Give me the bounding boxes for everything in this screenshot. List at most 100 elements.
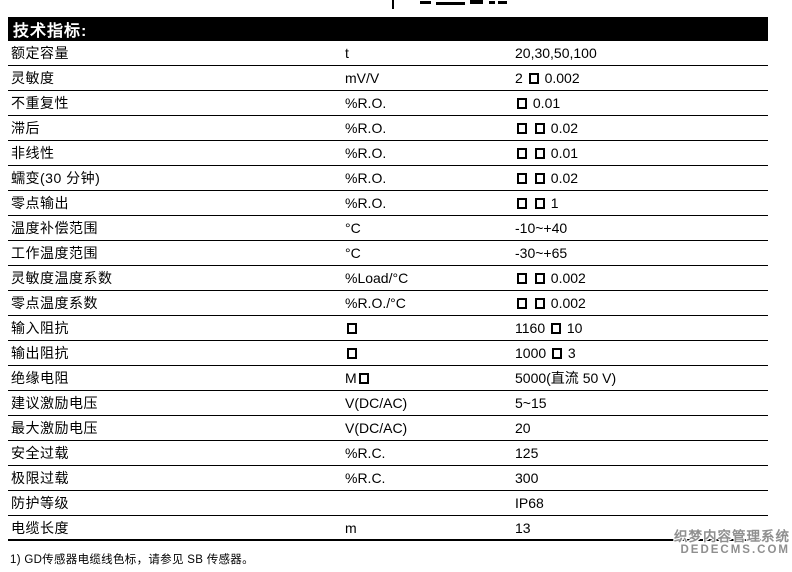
table-row: 零点输出 %R.O. 1 xyxy=(8,191,768,216)
missing-glyph-square xyxy=(517,298,527,309)
spec-label: 输出阻抗 xyxy=(11,345,69,361)
spec-value: IP68 xyxy=(515,495,544,511)
spec-unit: mV/V xyxy=(345,70,380,86)
table-row: 不重复性 %R.O. 0.01 xyxy=(8,91,768,116)
spec-value: -10~+40 xyxy=(515,220,568,236)
cropped-text-mark xyxy=(498,1,507,4)
spec-value: 0.002 xyxy=(515,296,768,310)
cropped-text-fragment xyxy=(0,0,792,10)
spec-unit: %R.O. xyxy=(345,170,387,186)
spec-unit: t xyxy=(345,45,349,61)
section-header: 技术指标: xyxy=(8,17,768,41)
spec-value: 125 xyxy=(515,445,539,461)
spec-label: 输入阻抗 xyxy=(11,320,69,336)
spec-unit: %Load/°C xyxy=(345,270,409,286)
spec-unit: °C xyxy=(345,245,361,261)
table-row: 电缆长度 m 13 xyxy=(8,516,768,541)
cropped-divider-line xyxy=(392,0,394,9)
spec-value: 20 xyxy=(515,420,531,436)
spec-unit: %R.O. xyxy=(345,95,387,111)
table-row: 极限过载 %R.C. 300 xyxy=(8,466,768,491)
missing-glyph-square xyxy=(517,173,527,184)
spec-value: -30~+65 xyxy=(515,245,568,261)
spec-value: 1160 10 xyxy=(515,320,583,336)
spec-unit: V(DC/AC) xyxy=(345,395,408,411)
spec-label: 绝缘电阻 xyxy=(11,370,69,386)
table-row: 输入阻抗 1160 10 xyxy=(8,316,768,341)
table-row: 建议激励电压 V(DC/AC) 5~15 xyxy=(8,391,768,416)
missing-glyph-square xyxy=(347,323,357,334)
cropped-text-mark xyxy=(489,1,495,4)
missing-glyph-square xyxy=(534,298,545,309)
missing-glyph-square xyxy=(358,373,369,384)
spec-label: 电缆长度 xyxy=(11,519,69,536)
spec-unit xyxy=(345,346,515,360)
spec-value: 0.02 xyxy=(515,171,768,185)
spec-unit: %R.O. xyxy=(345,120,387,136)
spec-value: 13 xyxy=(515,519,531,536)
section-title: 技术指标: xyxy=(13,23,88,40)
table-row: 防护等级 IP68 xyxy=(8,491,768,516)
table-row: 额定容量 t 20,30,50,100 xyxy=(8,41,768,66)
spec-value: 1000 3 xyxy=(515,345,576,361)
spec-unit: V(DC/AC) xyxy=(345,420,408,436)
table-row: 安全过载 %R.C. 125 xyxy=(8,441,768,466)
spec-unit: °C xyxy=(345,220,361,236)
spec-unit: %R.C. xyxy=(345,445,386,461)
spec-value: 2 0.002 xyxy=(515,70,580,86)
spec-label: 最大激励电压 xyxy=(11,420,98,436)
table-row: 工作温度范围 °C -30~+65 xyxy=(8,241,768,266)
spec-label: 灵敏度 xyxy=(11,70,55,86)
spec-unit: m xyxy=(345,519,357,536)
spec-label: 滞后 xyxy=(11,120,40,136)
missing-glyph-square xyxy=(552,348,563,359)
table-row: 蠕变(30 分钟) %R.O. 0.02 xyxy=(8,166,768,191)
spec-unit: %R.C. xyxy=(345,470,386,486)
missing-glyph-square xyxy=(517,123,527,134)
spec-label: 不重复性 xyxy=(11,95,69,111)
table-row: 绝缘电阻 M 5000(直流 50 V) xyxy=(8,366,768,391)
spec-unit: %R.O. xyxy=(345,195,387,211)
spec-unit: %R.O./°C xyxy=(345,295,406,311)
table-row: 零点温度系数 %R.O./°C 0.002 xyxy=(8,291,768,316)
spec-label: 灵敏度温度系数 xyxy=(11,270,113,286)
table-row: 输出阻抗 1000 3 xyxy=(8,341,768,366)
spec-label: 防护等级 xyxy=(11,495,69,511)
spec-value: 300 xyxy=(515,470,539,486)
missing-glyph-square xyxy=(534,173,545,184)
spec-label: 建议激励电压 xyxy=(11,395,98,411)
missing-glyph-square xyxy=(534,123,545,134)
table-row: 滞后 %R.O. 0.02 xyxy=(8,116,768,141)
table-row: 温度补偿范围 °C -10~+40 xyxy=(8,216,768,241)
missing-glyph-square xyxy=(534,273,545,284)
table-row: 非线性 %R.O. 0.01 xyxy=(8,141,768,166)
spec-label: 极限过载 xyxy=(11,470,69,486)
spec-label: 工作温度范围 xyxy=(11,245,98,261)
spec-label: 温度补偿范围 xyxy=(11,220,98,236)
missing-glyph-square xyxy=(534,148,545,159)
spec-value: 5~15 xyxy=(515,395,547,411)
footnote: 1) GD传感器电缆线色标，请参见 SB 传感器。 xyxy=(10,554,254,566)
spec-value: 5000(直流 50 V) xyxy=(515,370,617,386)
spec-value: 0.01 xyxy=(515,146,768,160)
spec-label: 蠕变(30 分钟) xyxy=(11,170,101,186)
missing-glyph-square xyxy=(528,73,539,84)
missing-glyph-square xyxy=(534,198,545,209)
table-row: 灵敏度温度系数 %Load/°C 0.002 xyxy=(8,266,768,291)
missing-glyph-square xyxy=(347,348,357,359)
cms-watermark-chinese: 织梦内容管理系统 xyxy=(674,529,790,544)
spec-value: 0.002 xyxy=(515,271,768,285)
spec-label: 非线性 xyxy=(11,145,55,161)
spec-unit: %R.O. xyxy=(345,145,387,161)
missing-glyph-square xyxy=(551,323,561,334)
spec-value: 0.02 xyxy=(515,121,768,135)
cropped-text-mark xyxy=(420,1,431,4)
missing-glyph-square xyxy=(517,148,527,159)
missing-glyph-square xyxy=(517,273,527,284)
missing-glyph-square xyxy=(517,198,527,209)
cms-watermark: 织梦内容管理系统 DEDECMS.COM xyxy=(674,529,790,557)
spec-value: 1 xyxy=(515,196,768,210)
cms-watermark-domain: DEDECMS.COM xyxy=(680,544,790,557)
spec-label: 零点输出 xyxy=(11,195,69,211)
spec-value: 20,30,50,100 xyxy=(515,45,597,61)
